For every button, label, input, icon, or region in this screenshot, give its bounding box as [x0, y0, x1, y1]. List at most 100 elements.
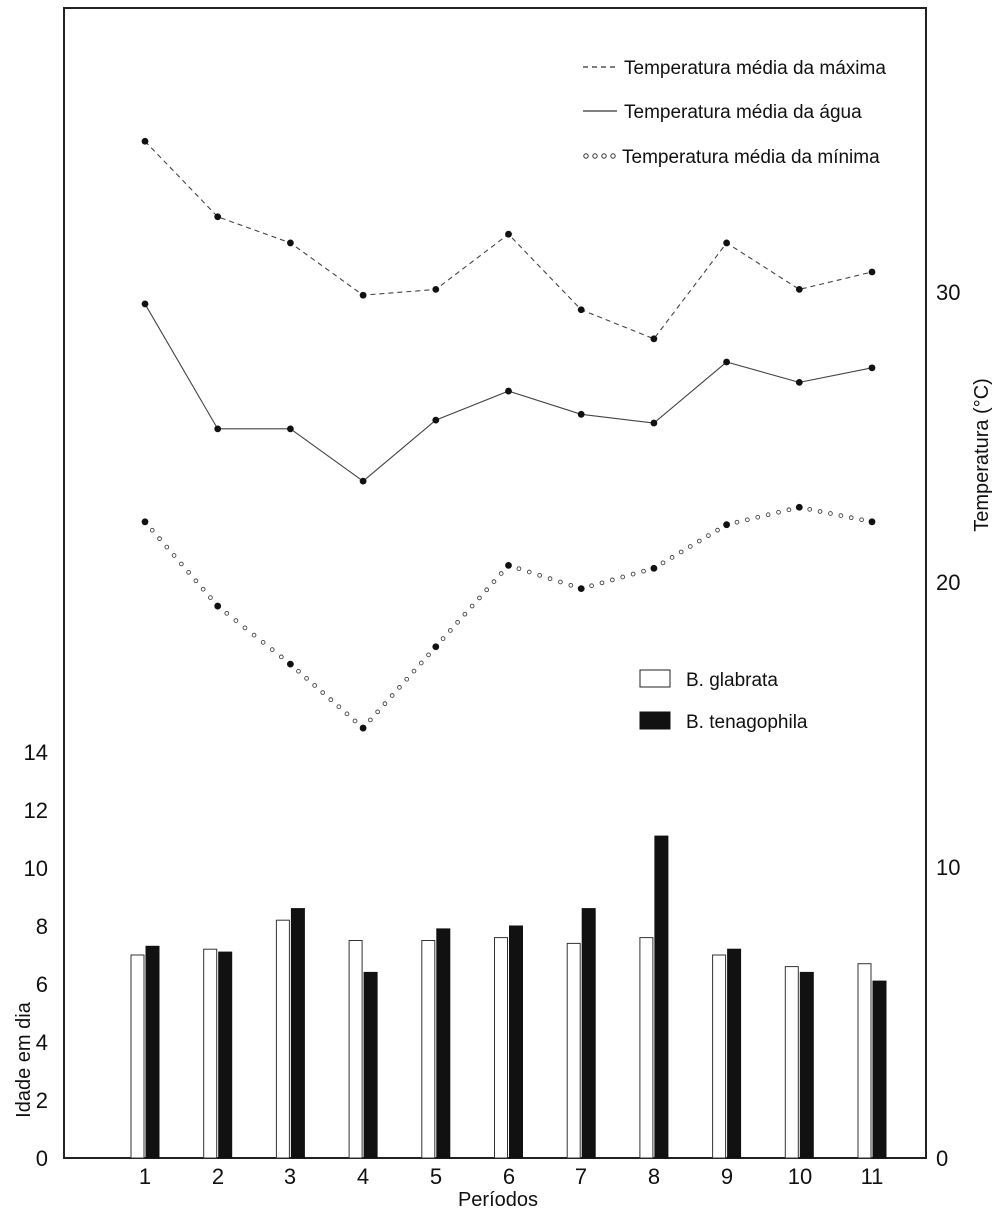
bar-glabrata: [203, 948, 218, 1159]
line-max-point: [287, 239, 294, 247]
line-water-point: [359, 477, 367, 485]
line-min-dot: [404, 676, 410, 682]
line-min-dot: [498, 571, 504, 576]
right-tick-label: 10: [936, 855, 960, 880]
line-min-point: [359, 724, 367, 732]
line-min-point: [723, 521, 730, 529]
line-min-dot: [828, 511, 833, 516]
line-min-point: [505, 561, 512, 569]
line-min-dot: [328, 697, 334, 703]
line-max-point: [577, 306, 585, 314]
line-min-dot: [599, 580, 605, 586]
line-water-point: [432, 416, 440, 424]
line-min-dot: [368, 717, 373, 723]
left-axis-title: Idade em dia: [13, 1001, 35, 1118]
line-min-dot: [516, 566, 522, 572]
line-water-point: [723, 358, 730, 366]
line-min-dot: [630, 571, 636, 577]
line-min-dot: [526, 569, 532, 575]
bar-legend: B. glabrata B. tenagophila: [639, 669, 808, 733]
line-min-dot: [568, 582, 574, 588]
left-tick-label: 8: [36, 914, 48, 939]
line-min-dot: [455, 619, 460, 625]
line-min-dot: [440, 636, 446, 641]
bar-glabrata: [639, 937, 654, 1159]
right-tick-label: 20: [936, 570, 960, 595]
x-tick-label: 5: [430, 1164, 442, 1189]
line-water-point: [868, 364, 876, 372]
line-min-dot: [817, 509, 823, 514]
bar-glabrata: [784, 966, 799, 1159]
left-tick-label: 4: [36, 1030, 48, 1055]
line-min-dot: [186, 570, 191, 575]
x-axis-title: Períodos: [458, 1189, 538, 1211]
line-min-dot: [336, 704, 342, 710]
bar-glabrata: [275, 919, 290, 1159]
bar-tenagophila: [799, 971, 814, 1159]
line-min-dot: [375, 709, 380, 715]
line-min-dot: [641, 568, 646, 574]
line-min-dot: [469, 603, 475, 609]
bar-tenagophila: [581, 908, 596, 1159]
line-min-point: [868, 518, 876, 526]
line-min-dot: [660, 560, 666, 566]
line-min-dot: [776, 509, 781, 515]
line-max-point: [723, 239, 730, 247]
line-min-dot: [537, 572, 543, 578]
line-min-dot: [233, 618, 239, 623]
right-tick-label: 0: [936, 1146, 948, 1171]
legend-swatch-min: [583, 153, 616, 159]
line-min-dot: [411, 668, 417, 674]
legend-swatch-tenagophila: [639, 711, 671, 730]
line-min-dot: [260, 640, 266, 645]
line-min-dot: [547, 576, 553, 582]
bar-tenagophila: [436, 928, 451, 1159]
line-min-dot: [848, 515, 854, 521]
line-min-dot: [734, 519, 740, 525]
line-min-dot: [462, 611, 468, 617]
x-tick-label: 7: [575, 1164, 587, 1189]
line-min-dot: [610, 577, 615, 583]
line-min-dot: [200, 586, 206, 592]
line-min-dot: [426, 652, 431, 658]
bar-tenagophila: [654, 835, 669, 1159]
line-min-dot: [382, 701, 388, 707]
legend-label-min: Temperatura média da mínima: [622, 147, 880, 168]
left-tick-label: 2: [36, 1088, 48, 1113]
line-min-dot: [418, 660, 424, 666]
line-min-dot: [164, 544, 170, 550]
line-water-point: [214, 425, 222, 433]
left-tick-label: 6: [36, 972, 48, 997]
bar-glabrata: [566, 942, 581, 1159]
line-min-dot: [149, 527, 155, 533]
line-min-dot: [558, 579, 563, 585]
left-tick-label: 0: [36, 1146, 48, 1171]
line-water-point: [141, 300, 149, 308]
line-min-dot: [696, 538, 702, 544]
line-min-dot: [242, 625, 248, 631]
bar-tenagophila: [509, 925, 523, 1159]
line-min-dot: [208, 595, 213, 600]
bar-tenagophila: [872, 980, 887, 1159]
line-min-dot: [193, 578, 199, 584]
line-min-dot: [224, 610, 230, 616]
line-min-point: [141, 518, 149, 526]
line-min-point: [795, 503, 803, 511]
x-axis: 1 2 3 4 5 6 7 8 9 10 11: [139, 1164, 884, 1189]
bar-glabrata: [130, 954, 145, 1159]
line-min-dot: [157, 536, 162, 542]
line-min-point: [432, 643, 440, 651]
line-min-dot: [755, 514, 761, 520]
x-tick-label: 1: [139, 1164, 151, 1189]
x-tick-label: 9: [721, 1164, 733, 1189]
line-min-dot: [807, 507, 813, 512]
bar-glabrata: [857, 963, 872, 1159]
line-max: [144, 140, 873, 340]
bar-tenagophila: [290, 908, 305, 1159]
line-water-point: [287, 425, 294, 433]
bar-tenagophila: [363, 971, 378, 1159]
x-tick-label: 10: [788, 1164, 812, 1189]
left-tick-label: 14: [24, 740, 48, 765]
line-min-dot: [669, 555, 675, 560]
